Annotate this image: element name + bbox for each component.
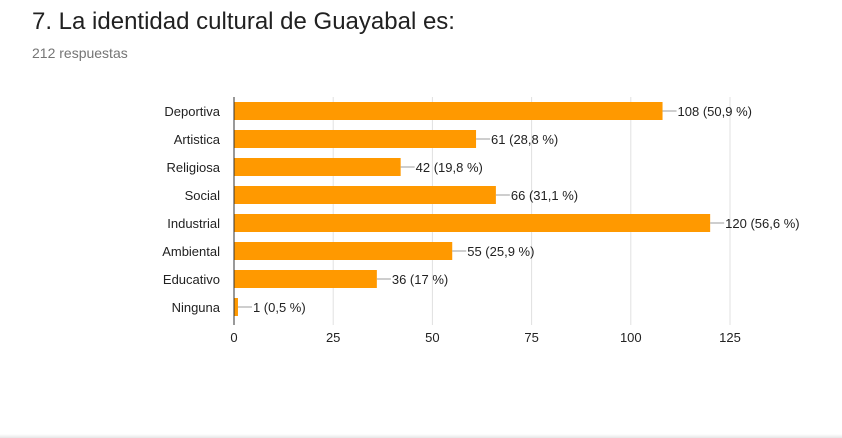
data-label: 36 (17 %): [392, 272, 448, 287]
bars: [234, 102, 710, 316]
data-label: 120 (56,6 %): [725, 216, 799, 231]
data-label: 1 (0,5 %): [253, 300, 306, 315]
category-label: Ninguna: [172, 300, 221, 315]
category-label: Ambiental: [162, 244, 220, 259]
bar: [234, 158, 401, 176]
category-label: Religiosa: [167, 160, 221, 175]
bar: [234, 298, 238, 316]
x-tick-label: 50: [425, 330, 439, 345]
data-label: 42 (19,8 %): [416, 160, 483, 175]
tick-labels: 0 25 50 75 100 125: [230, 330, 740, 345]
category-label: Social: [185, 188, 221, 203]
bar: [234, 102, 663, 120]
data-label: 55 (25,9 %): [467, 244, 534, 259]
bar: [234, 130, 476, 148]
category-label: Educativo: [163, 272, 220, 287]
category-label: Deportiva: [164, 104, 220, 119]
page-bottom-shadow: [0, 434, 842, 438]
bar: [234, 186, 496, 204]
data-label: 108 (50,9 %): [678, 104, 752, 119]
category-label: Artistica: [174, 132, 221, 147]
category-labels: Deportiva Artistica Religiosa Social Industr…: [162, 104, 221, 315]
x-tick-label: 125: [719, 330, 741, 345]
bar: [234, 242, 452, 260]
data-label: 66 (31,1 %): [511, 188, 578, 203]
bar: [234, 270, 377, 288]
x-tick-label: 75: [524, 330, 538, 345]
x-tick-label: 25: [326, 330, 340, 345]
bar: [234, 214, 710, 232]
category-label: Industrial: [167, 216, 220, 231]
data-label: 61 (28,8 %): [491, 132, 558, 147]
x-tick-label: 0: [230, 330, 237, 345]
x-tick-label: 100: [620, 330, 642, 345]
